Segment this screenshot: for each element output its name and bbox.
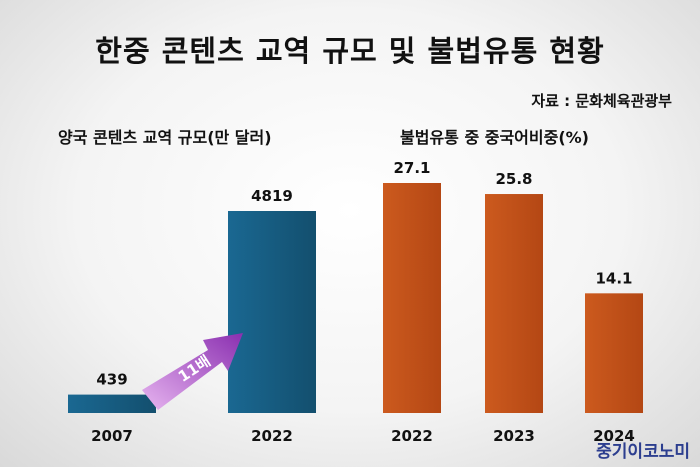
bar-piracy-2024 <box>585 293 643 413</box>
growth-arrow-icon <box>142 333 243 410</box>
bar-trade-2022 <box>228 211 316 413</box>
value-label-trade-2007: 439 <box>96 371 127 389</box>
trade-subtitle: 양국 콘텐츠 교역 규모(만 달러) <box>58 128 272 147</box>
category-label-trade-2022: 2022 <box>251 427 293 445</box>
bar-piracy-2023 <box>485 194 543 413</box>
value-label-trade-2022: 4819 <box>251 187 293 205</box>
value-label-piracy-2023: 25.8 <box>495 170 532 188</box>
piracy-subtitle: 불법유통 중 중국어비중(%) <box>400 128 589 147</box>
brand-logo: 중기이코노미 <box>596 442 690 462</box>
category-label-piracy-2024: 2024 <box>593 427 635 445</box>
source-label: 자료 : 문화체육관광부 <box>531 92 672 110</box>
bar-piracy-2022 <box>383 183 441 413</box>
bar-trade-2007 <box>68 394 156 413</box>
value-label-piracy-2022: 27.1 <box>393 159 430 177</box>
category-label-trade-2007: 2007 <box>91 427 133 445</box>
category-label-piracy-2023: 2023 <box>493 427 535 445</box>
category-label-piracy-2022: 2022 <box>391 427 433 445</box>
value-label-piracy-2024: 14.1 <box>595 269 632 287</box>
chart-title: 한중 콘텐츠 교역 규모 및 불법유통 현황 <box>95 34 605 68</box>
